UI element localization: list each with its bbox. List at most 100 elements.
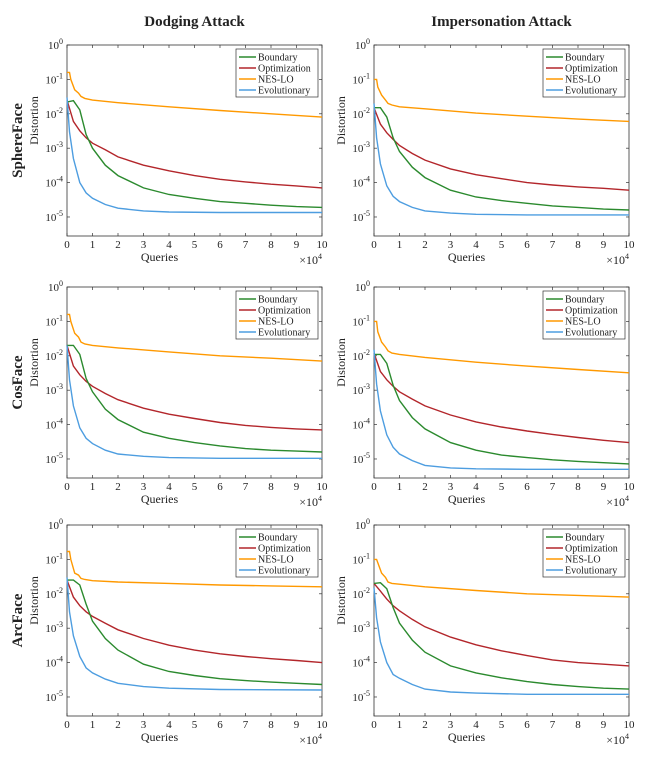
x-tick-label: 10 [317,719,329,731]
x-tick-label: 8 [575,239,581,251]
legend-label: NES-LO [258,317,294,328]
x-multiplier: ×104 [606,732,629,747]
legend-label: Boundary [258,53,297,64]
legend-label: Optimization [258,64,311,75]
x-axis-label: Queries [141,492,179,506]
x-tick-label: 5 [192,719,198,731]
legend-label: NES-LO [565,75,601,86]
x-tick-label: 9 [601,239,607,251]
x-tick-label: 6 [524,719,530,731]
x-tick-label: 7 [243,719,249,731]
x-tick-label: 3 [141,481,147,493]
legend-label: Optimization [258,544,311,555]
x-tick-label: 10 [624,481,636,493]
subplot: 0 1 2 3 4 5 6 7 8 9 10 100 10-1 10-2 10-3 10-4 10-5 Queri… [334,37,635,267]
legend-label: Boundary [565,295,604,306]
legend-label: Optimization [565,544,618,555]
legend-label: NES-LO [565,317,601,328]
x-tick-label: 0 [371,239,377,251]
series-line-evolutionary [66,345,322,459]
series-line-nes-lo [67,313,323,362]
x-tick-label: 8 [268,481,274,493]
series-line-boundary [374,353,630,465]
x-tick-label: 5 [192,481,198,493]
y-tick-label: 10-5 [45,209,63,224]
series-line-boundary [66,99,323,209]
series-line-optimization [373,107,630,191]
series-line-boundary [67,344,323,453]
x-tick-label: 10 [317,239,329,251]
x-tick-label: 2 [115,719,121,731]
x-tick-label: 3 [141,719,147,731]
y-tick-label: 10-4 [352,417,370,432]
series-line-nes-lo [67,550,323,588]
x-tick-label: 3 [448,719,454,731]
legend-label: Boundary [258,533,297,544]
series-line-optimization [66,345,323,431]
x-tick-label: 1 [397,719,403,731]
x-tick-label: 1 [397,481,403,493]
x-tick-label: 5 [192,239,198,251]
legend-label: Boundary [565,53,604,64]
x-tick-label: 8 [575,481,581,493]
y-tick-label: 10-5 [45,689,63,704]
series-line-nes-lo [374,78,630,123]
y-axis-label: Distortion [334,96,348,145]
x-tick-label: 2 [115,239,121,251]
series-line-nes-lo [67,71,323,118]
x-tick-label: 1 [90,481,96,493]
x-multiplier: ×104 [299,494,322,509]
series-line-optimization [66,99,323,189]
legend-label: Evolutionary [565,566,617,577]
x-tick-label: 0 [64,239,70,251]
x-tick-label: 10 [624,239,636,251]
x-tick-label: 7 [243,481,249,493]
x-multiplier: ×104 [299,252,322,267]
column-title: Impersonation Attack [431,14,572,30]
y-tick-label: 100 [48,37,63,52]
x-tick-label: 4 [473,481,479,493]
y-tick-label: 10-1 [352,313,370,328]
x-tick-label: 0 [371,481,377,493]
legend-label: Evolutionary [258,86,310,97]
x-tick-label: 3 [141,239,147,251]
x-tick-label: 1 [397,239,403,251]
y-axis-label: Distortion [334,576,348,625]
row-label: SphereFace [10,103,26,178]
legend-label: Evolutionary [258,328,310,339]
y-axis-label: Distortion [334,338,348,387]
x-multiplier: ×104 [606,494,629,509]
series-line-evolutionary [373,587,629,695]
x-axis-label: Queries [448,250,486,264]
y-tick-label: 10-3 [352,620,370,635]
y-tick-label: 10-4 [352,655,370,670]
y-tick-label: 10-5 [45,451,63,466]
series-line-optimization [373,352,630,444]
x-axis-label: Queries [141,250,179,264]
x-multiplier: ×104 [606,252,629,267]
x-tick-label: 10 [317,481,329,493]
y-tick-label: 10-3 [45,382,63,397]
y-tick-label: 10-3 [45,140,63,155]
series-line-optimization [373,582,630,667]
x-tick-label: 0 [64,719,70,731]
column-title: Dodging Attack [144,14,245,30]
y-tick-label: 100 [355,279,370,294]
x-tick-label: 2 [422,239,428,251]
x-tick-label: 2 [422,481,428,493]
series-line-evolutionary [373,103,629,216]
series-line-optimization [66,579,323,664]
x-tick-label: 5 [499,481,505,493]
x-tick-label: 2 [115,481,121,493]
subplot: 0 1 2 3 4 5 6 7 8 9 10 100 10-1 10-2 10-3 10-4 10-5 Queri… [27,517,328,747]
x-tick-label: 3 [448,481,454,493]
x-tick-label: 4 [166,719,172,731]
y-tick-label: 10-3 [45,620,63,635]
x-tick-label: 5 [499,239,505,251]
x-axis-label: Queries [448,730,486,744]
y-tick-label: 10-1 [45,551,63,566]
